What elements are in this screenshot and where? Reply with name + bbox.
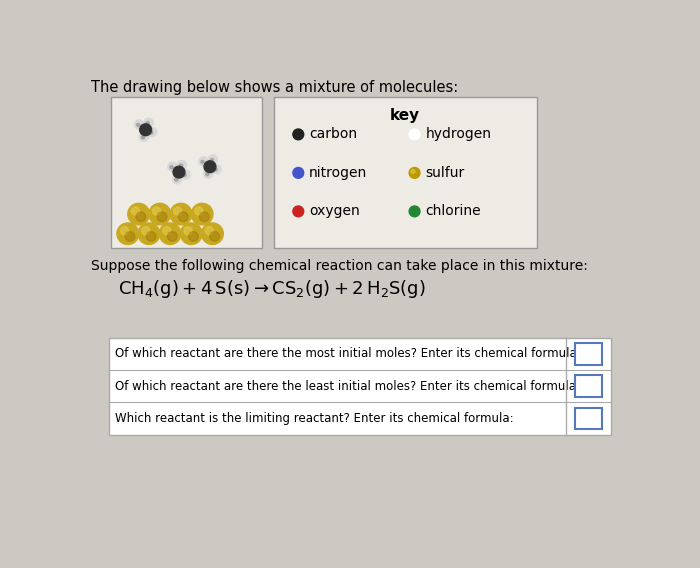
- Circle shape: [141, 227, 150, 235]
- Circle shape: [146, 122, 149, 125]
- Circle shape: [293, 129, 304, 140]
- Circle shape: [150, 131, 153, 134]
- Circle shape: [173, 174, 182, 184]
- Circle shape: [202, 223, 223, 244]
- Circle shape: [174, 178, 178, 181]
- Text: key: key: [390, 108, 420, 123]
- Circle shape: [160, 223, 181, 244]
- Text: Of which reactant are there the least initial moles? Enter its chemical formula:: Of which reactant are there the least in…: [116, 379, 580, 392]
- Bar: [274, 98, 537, 248]
- Circle shape: [117, 223, 139, 244]
- Bar: [111, 98, 262, 248]
- Circle shape: [125, 232, 135, 241]
- Circle shape: [205, 227, 214, 235]
- Circle shape: [146, 232, 156, 241]
- Circle shape: [211, 158, 214, 162]
- Circle shape: [184, 227, 192, 235]
- Circle shape: [120, 227, 129, 235]
- Circle shape: [181, 170, 190, 179]
- Circle shape: [177, 160, 186, 170]
- Circle shape: [293, 206, 304, 217]
- Circle shape: [181, 223, 202, 244]
- Circle shape: [157, 212, 167, 222]
- Circle shape: [149, 203, 171, 225]
- Circle shape: [409, 129, 420, 140]
- Text: Suppose the following chemical reaction can take place in this mixture:: Suppose the following chemical reaction …: [92, 259, 588, 273]
- Circle shape: [411, 169, 415, 173]
- Circle shape: [178, 212, 188, 222]
- Circle shape: [132, 207, 139, 215]
- Circle shape: [167, 232, 177, 241]
- Circle shape: [206, 173, 209, 176]
- Text: sulfur: sulfur: [426, 166, 465, 180]
- Circle shape: [183, 173, 186, 177]
- Circle shape: [199, 157, 208, 166]
- Text: Which reactant is the limiting reactant? Enter its chemical formula:: Which reactant is the limiting reactant?…: [116, 412, 514, 425]
- Circle shape: [195, 207, 203, 215]
- Circle shape: [210, 232, 220, 241]
- Circle shape: [162, 227, 171, 235]
- Circle shape: [144, 118, 153, 127]
- Circle shape: [136, 123, 140, 127]
- Circle shape: [209, 155, 218, 164]
- Bar: [575, 408, 603, 429]
- Circle shape: [173, 166, 185, 178]
- Circle shape: [140, 124, 152, 136]
- Text: The drawing below shows a mixture of molecules:: The drawing below shows a mixture of mol…: [92, 81, 458, 95]
- Circle shape: [409, 206, 420, 217]
- Circle shape: [204, 169, 213, 178]
- Circle shape: [201, 160, 204, 164]
- Circle shape: [191, 203, 213, 225]
- Bar: [109, 337, 611, 435]
- Circle shape: [188, 232, 198, 241]
- Text: Of which reactant are there the most initial moles? Enter its chemical formula:: Of which reactant are there the most ini…: [116, 347, 581, 360]
- Text: carbon: carbon: [309, 127, 357, 141]
- Circle shape: [134, 120, 144, 129]
- Circle shape: [139, 132, 148, 141]
- Circle shape: [179, 164, 183, 167]
- Circle shape: [199, 212, 209, 222]
- Text: hydrogen: hydrogen: [426, 127, 491, 141]
- Text: oxygen: oxygen: [309, 204, 360, 218]
- Circle shape: [204, 161, 216, 173]
- Text: $\mathregular{CH_4(g)+4\,S(s) \rightarrow CS_2(g)+2\,H_2S(g)}$: $\mathregular{CH_4(g)+4\,S(s) \rightarro…: [118, 278, 426, 299]
- Text: chlorine: chlorine: [426, 204, 481, 218]
- Circle shape: [293, 168, 304, 178]
- Text: nitrogen: nitrogen: [309, 166, 368, 180]
- Circle shape: [212, 165, 221, 174]
- Circle shape: [168, 162, 177, 172]
- Circle shape: [409, 168, 420, 178]
- Circle shape: [174, 207, 182, 215]
- Circle shape: [138, 223, 160, 244]
- Circle shape: [170, 166, 173, 169]
- Circle shape: [214, 168, 217, 171]
- Circle shape: [148, 128, 157, 137]
- Bar: [575, 375, 603, 397]
- Circle shape: [170, 203, 192, 225]
- Bar: [575, 343, 603, 365]
- Circle shape: [141, 136, 144, 139]
- Circle shape: [153, 207, 161, 215]
- Circle shape: [136, 212, 146, 222]
- Circle shape: [128, 203, 150, 225]
